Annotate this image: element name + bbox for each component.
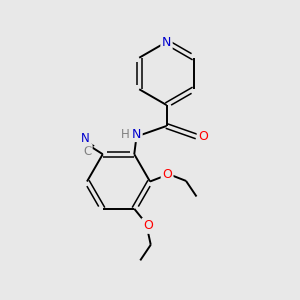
Text: H: H xyxy=(121,128,130,141)
Text: C: C xyxy=(83,145,91,158)
Text: O: O xyxy=(162,167,172,181)
Text: O: O xyxy=(198,130,208,143)
Text: N: N xyxy=(81,132,90,145)
Text: N: N xyxy=(162,35,171,49)
Text: O: O xyxy=(143,219,153,232)
Text: N: N xyxy=(132,128,141,141)
